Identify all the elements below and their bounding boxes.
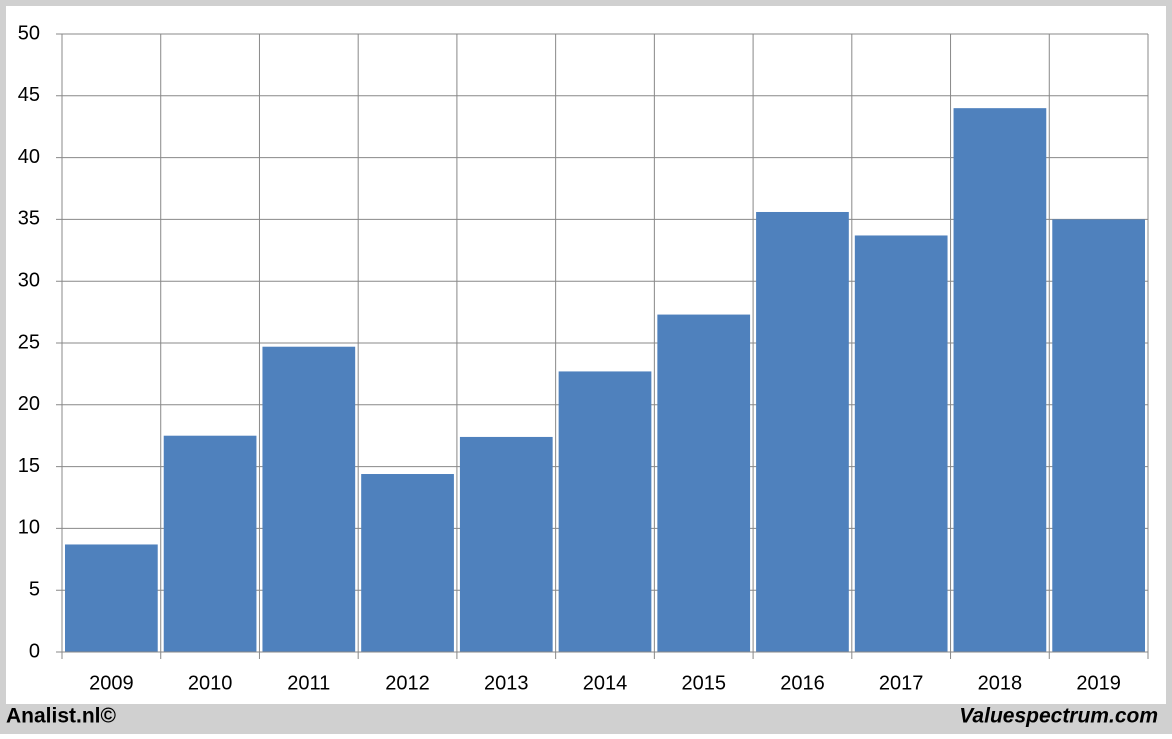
y-tick-label: 35 <box>18 208 40 230</box>
x-tick-label: 2012 <box>385 672 430 694</box>
bar <box>657 314 751 652</box>
bar <box>163 435 257 652</box>
x-tick-label: 2010 <box>188 672 233 694</box>
bar <box>361 474 454 652</box>
bar <box>459 436 553 652</box>
bar <box>756 211 849 652</box>
y-tick-label: 30 <box>18 269 40 291</box>
y-tick-label: 40 <box>18 146 40 168</box>
y-tick-label: 20 <box>18 393 40 415</box>
bar <box>1052 219 1145 652</box>
bar <box>558 371 652 652</box>
x-tick-label: 2014 <box>583 672 628 694</box>
y-tick-label: 45 <box>18 84 40 106</box>
bar <box>854 235 948 652</box>
x-tick-label: 2017 <box>879 672 924 694</box>
footer-right: Valuespectrum.com <box>959 705 1158 728</box>
x-tick-label: 2013 <box>484 672 529 694</box>
y-tick-label: 0 <box>29 640 40 662</box>
x-tick-label: 2011 <box>287 672 330 694</box>
bar <box>65 544 158 652</box>
y-tick-label: 5 <box>29 578 40 600</box>
y-tick-label: 25 <box>18 331 40 353</box>
y-tick-label: 50 <box>18 22 40 44</box>
x-tick-label: 2009 <box>89 672 134 694</box>
bar <box>953 108 1047 652</box>
x-tick-label: 2015 <box>681 672 726 694</box>
x-tick-label: 2018 <box>978 672 1023 694</box>
x-tick-label: 2016 <box>780 672 825 694</box>
x-tick-label: 2019 <box>1076 672 1121 694</box>
y-tick-label: 15 <box>18 455 40 477</box>
bar <box>262 346 356 652</box>
y-tick-label: 10 <box>18 517 40 539</box>
footer-left: Analist.nl© <box>6 705 117 728</box>
